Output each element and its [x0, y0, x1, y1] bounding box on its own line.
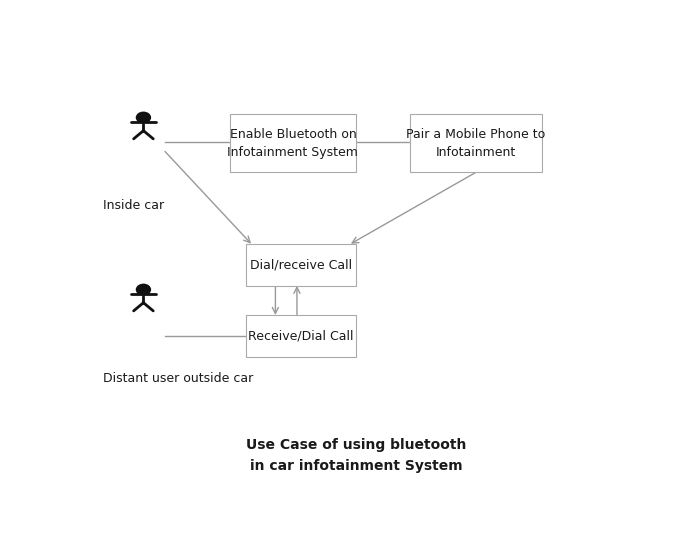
FancyBboxPatch shape — [410, 114, 542, 172]
Text: Dial/receive Call: Dial/receive Call — [250, 258, 352, 271]
Text: Pair a Mobile Phone to
Infotainment: Pair a Mobile Phone to Infotainment — [407, 128, 546, 159]
FancyBboxPatch shape — [229, 114, 357, 172]
Text: Receive/Dial Call: Receive/Dial Call — [248, 330, 354, 343]
Text: Use Case of using bluetooth
in car infotainment System: Use Case of using bluetooth in car infot… — [246, 438, 466, 473]
Text: Enable Bluetooth on
Infotainment System: Enable Bluetooth on Infotainment System — [227, 128, 359, 159]
FancyBboxPatch shape — [246, 315, 357, 357]
Text: Distant user outside car: Distant user outside car — [103, 372, 253, 385]
Text: Inside car: Inside car — [103, 199, 164, 213]
Circle shape — [136, 112, 151, 124]
Circle shape — [136, 283, 151, 295]
FancyBboxPatch shape — [246, 244, 357, 286]
